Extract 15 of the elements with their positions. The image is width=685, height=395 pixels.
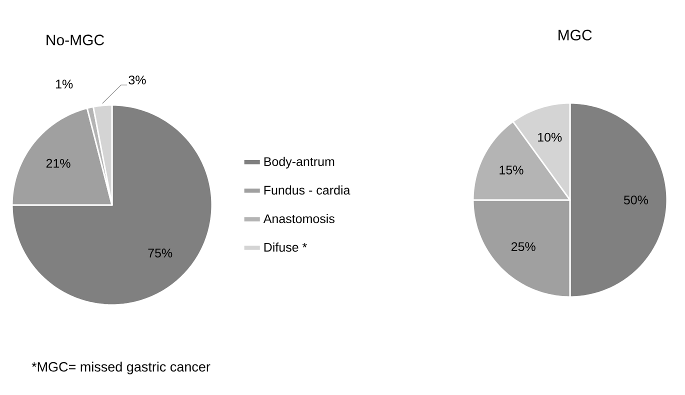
chart-title: MGC — [558, 30, 592, 40]
legend-label: Difuse * — [264, 242, 307, 252]
data-label: 21% — [46, 158, 70, 168]
data-label: 75% — [148, 248, 172, 258]
legend-label: Anastomosis — [263, 214, 334, 224]
data-label: 3% — [128, 76, 146, 84]
legend-label: Body-antrum — [264, 156, 334, 169]
text: *MGC= missed gastric cancer — [32, 362, 210, 374]
data-label: 10% — [538, 132, 562, 142]
data-label: 25% — [511, 242, 536, 252]
data-label: 15% — [500, 166, 524, 174]
legend-label: Fundus - cardia — [264, 185, 350, 195]
data-label: 50% — [624, 196, 648, 204]
chart-title: No-MGC — [46, 34, 104, 46]
data-label: 1% — [56, 80, 73, 88]
